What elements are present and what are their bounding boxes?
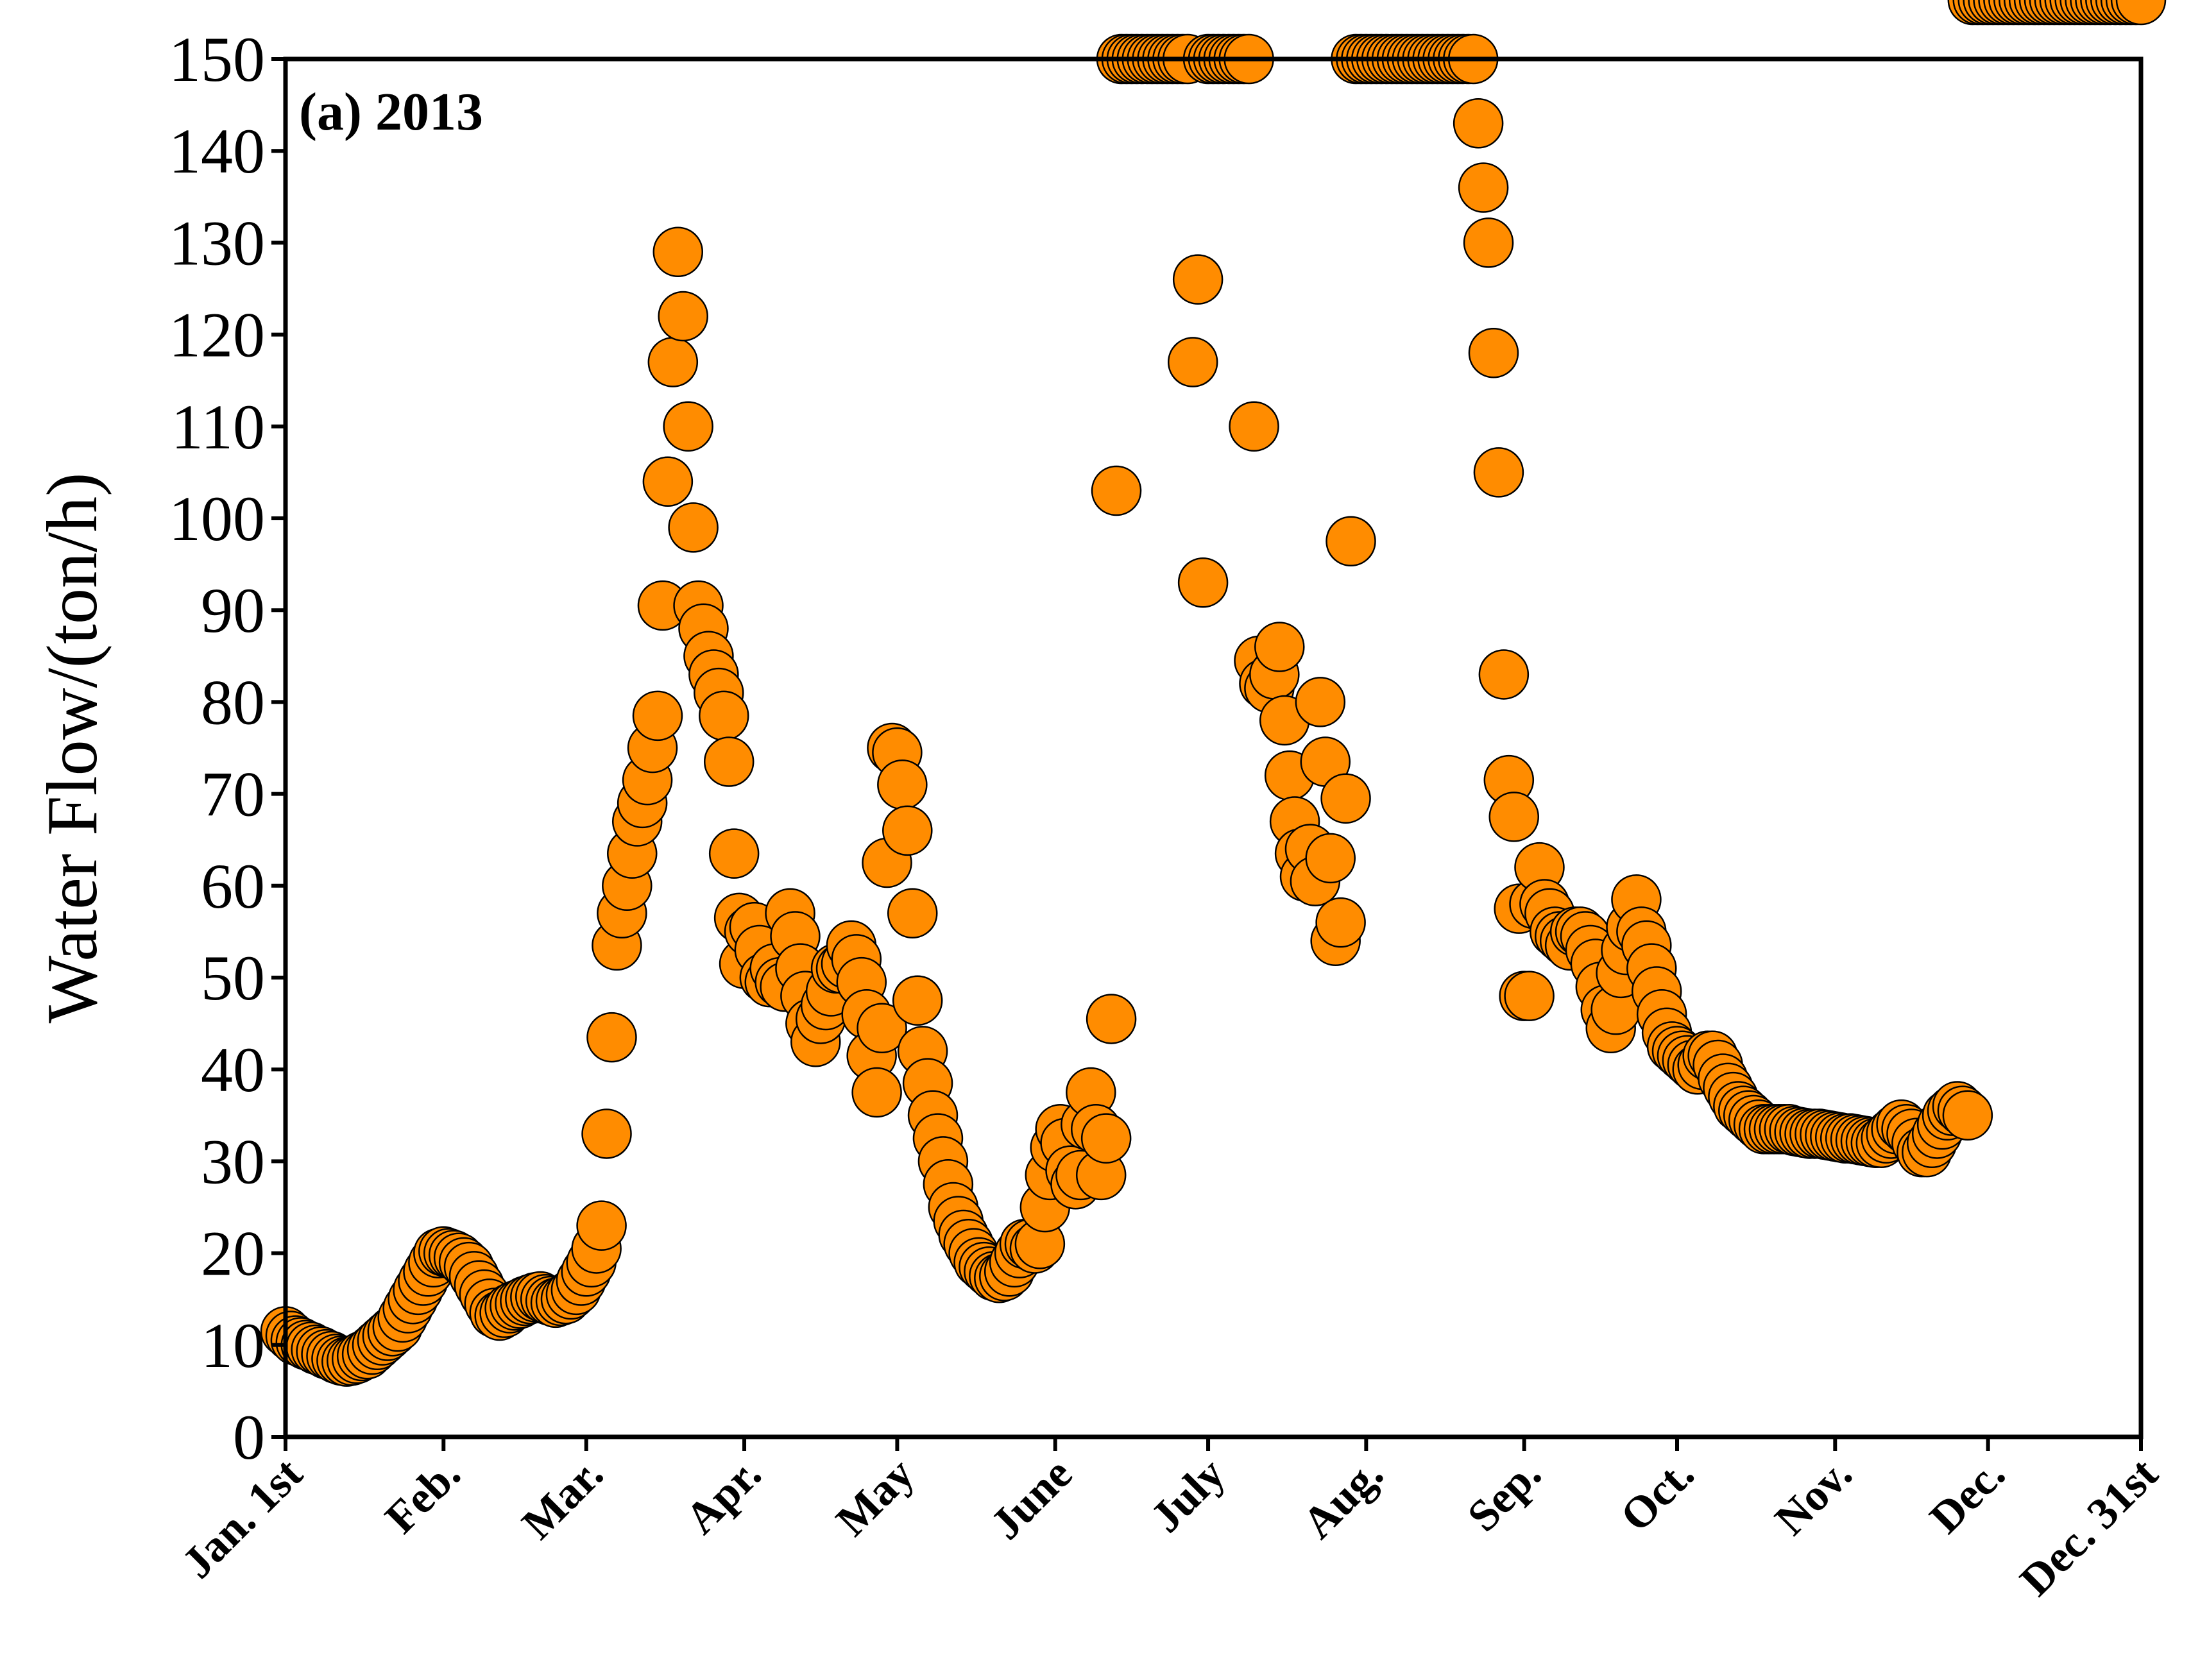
data-point bbox=[581, 1108, 632, 1159]
data-point bbox=[1091, 465, 1142, 516]
data-point bbox=[1254, 622, 1305, 672]
data-point bbox=[1172, 254, 1223, 305]
data-point bbox=[1167, 337, 1218, 387]
y-tick-label: 100 bbox=[169, 483, 265, 554]
data-point bbox=[1080, 1113, 1132, 1164]
data-point bbox=[1229, 401, 1279, 452]
data-point bbox=[892, 975, 943, 1026]
data-point bbox=[642, 456, 694, 507]
data-point bbox=[2115, 0, 2167, 26]
y-tick-label: 20 bbox=[201, 1218, 265, 1289]
data-point bbox=[1315, 897, 1366, 948]
y-tick-label: 50 bbox=[201, 942, 265, 1014]
data-point bbox=[658, 291, 708, 342]
data-point bbox=[1086, 994, 1137, 1044]
data-point bbox=[1468, 327, 1519, 378]
data-point bbox=[668, 502, 719, 553]
data-point bbox=[887, 888, 938, 939]
y-tick-label: 70 bbox=[201, 759, 265, 830]
data-point bbox=[652, 226, 704, 277]
y-tick-label: 150 bbox=[169, 24, 265, 95]
y-axis-label: Water Flow/(ton/h) bbox=[33, 473, 112, 1024]
data-point bbox=[1453, 98, 1504, 149]
y-tick-label: 140 bbox=[169, 115, 265, 187]
y-tick-label: 130 bbox=[169, 207, 265, 278]
data-point bbox=[1473, 447, 1524, 498]
y-tick-label: 90 bbox=[201, 575, 265, 646]
data-point bbox=[1488, 792, 1540, 842]
data-point bbox=[857, 1003, 907, 1054]
data-point bbox=[586, 1012, 637, 1063]
data-point bbox=[708, 828, 760, 879]
panel-title: (a) 2013 bbox=[299, 82, 483, 142]
data-point bbox=[1458, 162, 1509, 213]
data-point bbox=[1463, 217, 1514, 268]
data-point bbox=[703, 736, 754, 787]
data-point bbox=[1942, 1090, 1993, 1141]
data-point bbox=[699, 690, 749, 742]
y-tick-label: 10 bbox=[201, 1310, 265, 1381]
y-tick-label: 60 bbox=[201, 851, 265, 922]
data-point bbox=[663, 401, 713, 452]
data-point bbox=[647, 337, 699, 387]
data-point bbox=[882, 805, 933, 856]
data-point bbox=[851, 1067, 902, 1118]
y-axis: 0 10 20 30 40 50 60 70 80 90 100 110 120 130 140 150 bbox=[169, 24, 286, 1473]
y-tick-label: 110 bbox=[171, 391, 265, 462]
data-point bbox=[576, 1200, 627, 1251]
plot-frame bbox=[283, 56, 2144, 1439]
data-point bbox=[632, 690, 683, 742]
y-tick-label: 80 bbox=[201, 666, 265, 738]
data-points bbox=[260, 0, 2167, 1387]
data-point bbox=[1295, 677, 1346, 727]
data-point bbox=[1177, 557, 1229, 608]
data-point bbox=[1478, 649, 1530, 700]
data-point bbox=[1320, 773, 1371, 824]
y-tick-label: 0 bbox=[233, 1402, 265, 1473]
y-tick-label: 120 bbox=[169, 300, 265, 371]
y-tick-label: 30 bbox=[201, 1126, 265, 1197]
data-point bbox=[1504, 971, 1555, 1021]
data-point bbox=[877, 759, 928, 810]
y-tick-label: 40 bbox=[201, 1034, 265, 1105]
data-point bbox=[1326, 516, 1376, 567]
data-point bbox=[1305, 833, 1356, 884]
